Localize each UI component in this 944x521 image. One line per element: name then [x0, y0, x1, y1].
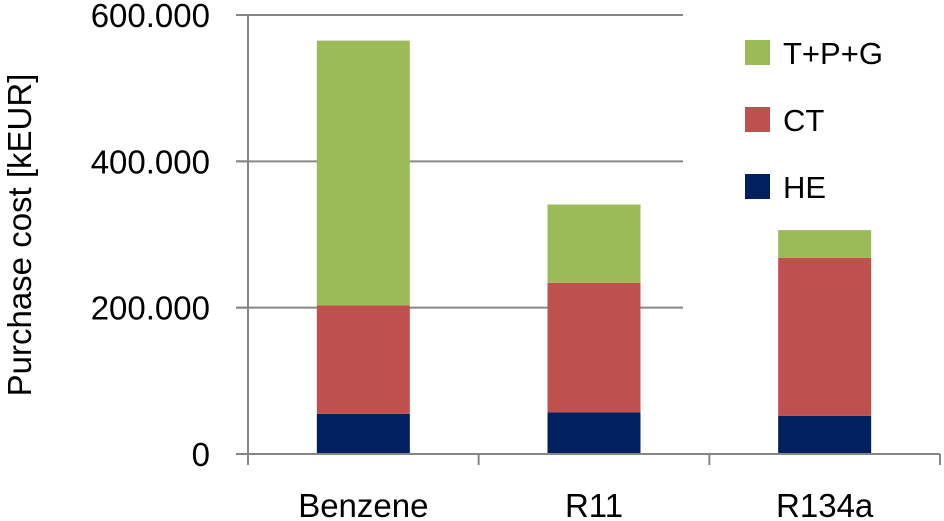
y-tick-label: 200.000: [91, 290, 210, 327]
x-category-label: Benzene: [298, 487, 428, 521]
bar-segment-he-r134a: [778, 415, 872, 454]
bar-segment-t-p-g-r134a: [778, 230, 872, 258]
legend-label: T+P+G: [783, 36, 883, 71]
bar-segment-ct-r11: [547, 282, 641, 413]
legend-swatch: [745, 174, 770, 199]
bar-segment-t-p-g-benzene: [316, 40, 410, 306]
y-tick-label: 600.000: [91, 0, 210, 34]
x-category-label: R11: [565, 487, 623, 521]
legend: T+P+G CT HE: [745, 36, 883, 205]
y-tick-label: 400.000: [91, 143, 210, 180]
bar-segment-he-r11: [547, 412, 641, 454]
y-tick-label: 0: [192, 436, 210, 473]
bar-segment-ct-r134a: [778, 257, 872, 416]
legend-label: CT: [783, 103, 824, 138]
bar-segment-he-benzene: [316, 413, 410, 454]
y-axis-title: Purchase cost [kEUR]: [1, 74, 38, 397]
legend-label: HE: [783, 170, 826, 205]
x-category-label: R134a: [776, 487, 874, 521]
bar-segment-ct-benzene: [316, 305, 410, 414]
axes: 0 200.000 400.000 600.000 Benzene R11 R134a: [91, 0, 941, 521]
legend-swatch: [745, 107, 770, 132]
legend-swatch: [745, 40, 770, 65]
bar-segment-t-p-g-r11: [547, 204, 641, 283]
bars: [316, 40, 872, 454]
